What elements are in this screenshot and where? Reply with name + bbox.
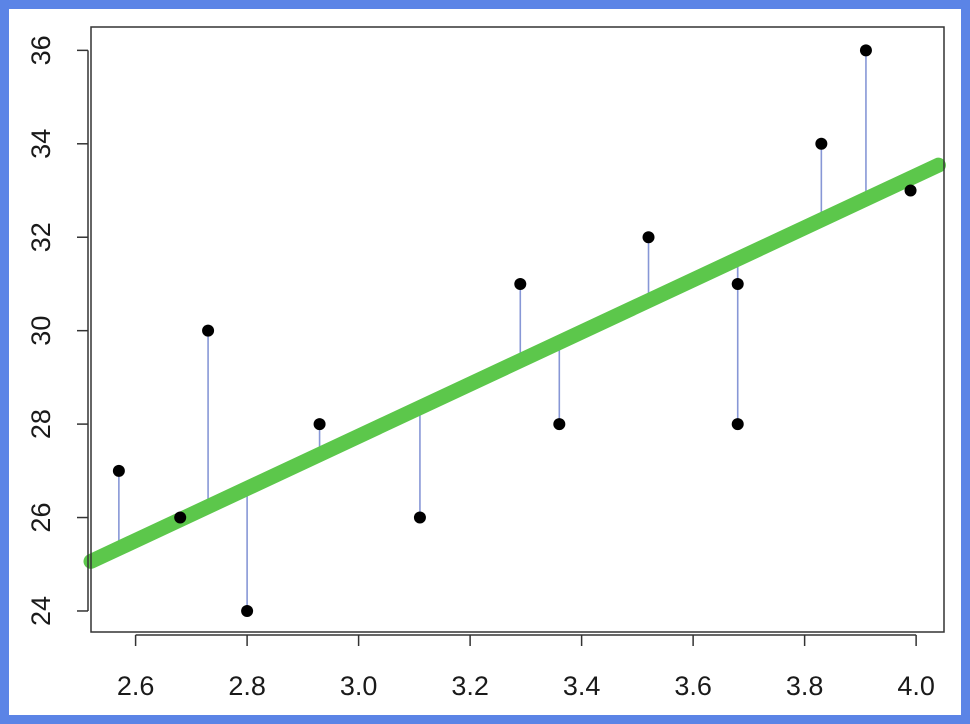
y-tick-label-6: 34 [26,129,56,159]
data-point-8 [553,418,566,431]
data-point-7 [514,277,527,290]
y-tick-label-1: 24 [26,596,56,626]
data-point-12 [815,137,828,150]
data-point-1 [112,464,125,477]
x-tick-label-8: 4.0 [897,671,935,701]
plot-area-border [90,26,945,633]
y-tick-label-5: 32 [26,222,56,252]
data-point-11 [731,418,744,431]
data-points [112,44,917,617]
data-point-10 [731,277,744,290]
x-tick-label-2: 2.8 [228,671,266,701]
x-tick-label-5: 3.4 [563,671,601,701]
data-point-3 [202,324,215,337]
data-point-2 [174,511,187,524]
x-tick-label-1: 2.6 [117,671,155,701]
regression-line-group [83,157,946,569]
x-tick-label-6: 3.6 [674,671,712,701]
y-tick-label-3: 28 [26,409,56,439]
y-tick-label-4: 30 [26,316,56,346]
x-tick-label-4: 3.2 [451,671,489,701]
data-point-14 [904,184,917,197]
y-tick-label-2: 26 [26,503,56,533]
data-point-6 [413,511,426,524]
y-tick-label-7: 36 [26,35,56,65]
data-point-4 [241,604,254,617]
x-tick-label-3: 3.0 [340,671,378,701]
data-point-9 [642,231,655,244]
data-point-5 [313,418,326,431]
data-point-13 [859,44,872,57]
x-tick-label-7: 3.8 [786,671,824,701]
residual-lines [118,50,912,611]
x-axis: 2.6 2.8 3.0 3.2 3.4 3.6 3.8 4.0 [117,634,935,701]
regression-line [83,157,946,569]
y-axis: 24 26 28 30 32 34 36 [26,35,89,626]
